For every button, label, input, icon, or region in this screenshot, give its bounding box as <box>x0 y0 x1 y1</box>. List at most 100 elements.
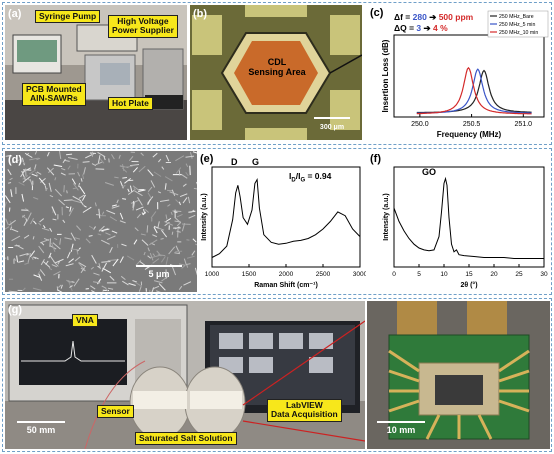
sem-flake <box>57 260 61 265</box>
sem-flake <box>97 155 101 164</box>
sem-flake <box>164 217 172 223</box>
sem-flake <box>34 256 39 260</box>
sem-flake <box>170 211 173 216</box>
sem-flake <box>35 171 39 177</box>
sem-flake <box>111 154 115 160</box>
scale-bar-line-d <box>136 265 182 267</box>
sem-flake <box>153 226 158 234</box>
sem-flake <box>21 193 25 202</box>
sem-flake <box>142 211 147 216</box>
sem-flake <box>147 186 153 193</box>
peak-label-g: G <box>252 157 260 167</box>
sem-flake <box>65 206 70 209</box>
sem-flake <box>77 171 81 177</box>
sem-flake <box>147 196 154 204</box>
sem-flake <box>51 264 58 268</box>
sem-flake <box>194 267 197 276</box>
callout-pcb-line1: PCB Mounted <box>26 84 82 94</box>
sem-flake <box>150 254 161 259</box>
sem-flake <box>18 181 25 186</box>
sem-flake <box>183 258 187 266</box>
sem-flake <box>137 197 143 206</box>
sem-flake <box>160 237 164 240</box>
sem-flake <box>42 260 51 268</box>
sem-flake <box>128 282 136 286</box>
sem-flake <box>169 191 179 196</box>
sem-flake <box>43 225 46 229</box>
sem-flake <box>152 258 160 264</box>
panel-g-sensor-closeup: 10 mm <box>367 301 550 449</box>
sem-flake <box>144 208 149 213</box>
sem-flake <box>69 285 73 288</box>
sem-flake <box>129 163 140 167</box>
callout-labview: LabVIEW Data Acquisition <box>267 399 342 422</box>
sem-flake <box>174 252 181 255</box>
sem-flake <box>48 252 52 259</box>
sem-flake <box>188 214 196 219</box>
sem-flake <box>88 225 96 230</box>
delta-q-prefix: ΔQ = <box>394 22 417 33</box>
sem-flake <box>164 221 174 226</box>
sem-flake <box>20 169 27 178</box>
sem-flake <box>32 256 37 260</box>
sem-flake <box>78 182 81 187</box>
sem-flake <box>48 167 54 174</box>
sem-flake <box>71 178 76 185</box>
sem-flake <box>134 281 143 287</box>
sem-flake <box>173 211 178 213</box>
sem-flake <box>70 243 74 252</box>
y-axis-label: Insertion Loss (dB) <box>381 39 390 112</box>
sem-flake <box>41 227 50 231</box>
plot-frame <box>211 166 361 268</box>
sem-flake <box>133 239 138 245</box>
sem-flake <box>60 284 63 289</box>
sem-flake <box>189 151 193 159</box>
sem-flake <box>49 238 51 247</box>
sem-flake <box>150 180 156 188</box>
sem-flake <box>121 243 127 247</box>
sem-flake <box>10 220 13 228</box>
scale-bar-d: 5 μm <box>133 265 185 279</box>
sem-flake <box>127 188 130 193</box>
sem-flake <box>94 202 97 207</box>
sem-flake <box>132 185 140 191</box>
sem-flake <box>98 225 105 232</box>
sem-flake <box>193 187 197 190</box>
scale-bar-g-right: 10 mm <box>373 421 429 435</box>
sem-flake <box>165 154 170 162</box>
callout-pcb-mounted: PCB Mounted AlN-SAWRs <box>22 83 86 106</box>
sem-flake <box>185 155 195 158</box>
sem-flake <box>112 258 119 267</box>
sem-flake <box>190 209 195 213</box>
y-axis-label: Intensity (a.u.) <box>201 193 208 240</box>
panel-label-e: (e) <box>200 153 214 165</box>
delta-q-start: 3 <box>416 22 422 33</box>
sem-flake <box>74 237 81 240</box>
sem-flake <box>15 244 24 250</box>
sem-flake <box>167 204 171 207</box>
x-tick-label: 250.0 <box>411 121 429 128</box>
sem-flake <box>132 201 136 211</box>
sem-flake <box>70 248 80 251</box>
sem-flake <box>21 157 25 166</box>
sem-flake <box>38 245 45 254</box>
sem-flake <box>149 252 154 261</box>
sem-flake <box>5 257 7 259</box>
sem-flake <box>82 174 85 179</box>
sem-flake <box>52 242 61 250</box>
sem-flake <box>29 179 33 187</box>
x-tick-label: 251.0 <box>515 121 533 128</box>
sem-flake <box>67 279 74 284</box>
sem-flake <box>133 190 143 197</box>
sem-flake <box>52 260 59 267</box>
sem-flake <box>8 219 16 226</box>
sem-flake <box>31 173 38 177</box>
sem-flake <box>135 259 142 266</box>
sem-flake <box>7 169 12 176</box>
callout-sensor: Sensor <box>97 405 134 419</box>
sem-flake <box>58 199 65 206</box>
id-ig-ratio: ID/IG = 0.94 <box>289 171 332 184</box>
sem-flake <box>98 208 101 219</box>
sem-flake <box>91 290 96 292</box>
callout-labview-line1: LabVIEW <box>285 400 323 410</box>
